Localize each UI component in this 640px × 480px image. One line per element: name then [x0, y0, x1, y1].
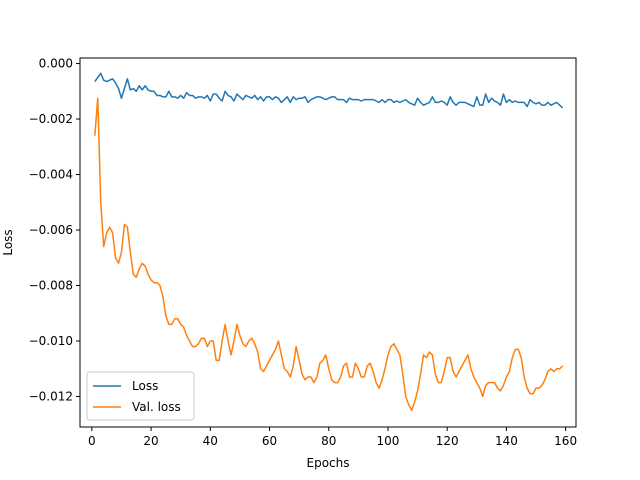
- y-tick-label: 0.000: [39, 57, 73, 71]
- x-tick-label: 80: [321, 434, 336, 448]
- x-tick-label: 120: [436, 434, 459, 448]
- x-tick-label: 100: [377, 434, 400, 448]
- x-tick-label: 0: [88, 434, 96, 448]
- legend-label-loss: Loss: [132, 379, 158, 393]
- y-tick-label: −0.004: [29, 168, 73, 182]
- y-tick-label: −0.008: [29, 279, 73, 293]
- legend-label-val-loss: Val. loss: [132, 400, 181, 414]
- y-tick-label: −0.002: [29, 112, 73, 126]
- x-tick-label: 20: [143, 434, 158, 448]
- x-tick-label: 40: [203, 434, 218, 448]
- series-line-val-loss: [94, 97, 564, 412]
- x-tick-label: 140: [495, 434, 518, 448]
- plot-frame: [79, 57, 577, 428]
- x-tick-label: 60: [262, 434, 277, 448]
- y-axis-label: Loss: [1, 229, 15, 255]
- y-tick-label: −0.010: [29, 334, 73, 348]
- series-layer: [94, 72, 564, 412]
- ticks-layer: 0 20 40 60 80 100 120 140 160 0.000 −0.002 −0.004 −0…: [29, 57, 578, 448]
- legend: Loss Val. loss: [86, 371, 195, 421]
- y-tick-label: −0.006: [29, 223, 73, 237]
- legend-box: [86, 371, 195, 421]
- x-tick-label: 160: [554, 434, 577, 448]
- x-axis-label: Epochs: [307, 456, 350, 470]
- series-line-loss: [94, 72, 564, 109]
- y-tick-label: −0.012: [29, 389, 73, 403]
